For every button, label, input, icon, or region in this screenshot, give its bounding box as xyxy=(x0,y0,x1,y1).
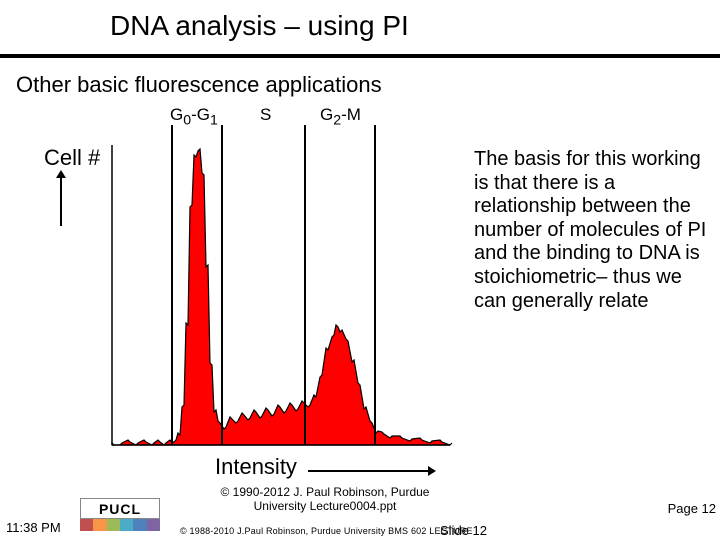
slide-root: DNA analysis – using PI Other basic fluo… xyxy=(0,0,720,540)
phase-label-g2m: G2-M xyxy=(320,105,361,128)
logo-color-squares xyxy=(80,519,160,531)
timestamp: 11:38 PM xyxy=(6,520,61,535)
phase-label-s: S xyxy=(260,105,271,125)
page-number: Page 12 xyxy=(668,501,716,516)
explanation-text: The basis for this working is that there… xyxy=(474,148,714,313)
histogram-svg xyxy=(100,105,460,475)
title-rule xyxy=(0,54,720,58)
copyright-line-2: © 1988-2010 J.Paul Robinson, Purdue Univ… xyxy=(180,526,473,536)
pucl-logo: PUCL xyxy=(80,498,160,534)
dna-histogram-chart: G0-G1 S G2-M xyxy=(100,105,460,475)
slide-subtitle: Other basic fluorescence applications xyxy=(16,72,382,98)
logo-text: PUCL xyxy=(80,498,160,519)
phase-label-g0g1: G0-G1 xyxy=(170,105,218,128)
y-axis-arrow-icon xyxy=(60,178,62,226)
x-axis-arrow-icon xyxy=(308,470,428,472)
slide-title: DNA analysis – using PI xyxy=(110,10,409,42)
copyright-line-1: © 1990-2012 J. Paul Robinson, Purdue Uni… xyxy=(200,485,450,513)
y-axis-label: Cell # xyxy=(44,145,100,171)
x-axis-label: Intensity xyxy=(215,454,297,480)
slide-number: Slide 12 xyxy=(440,523,487,538)
